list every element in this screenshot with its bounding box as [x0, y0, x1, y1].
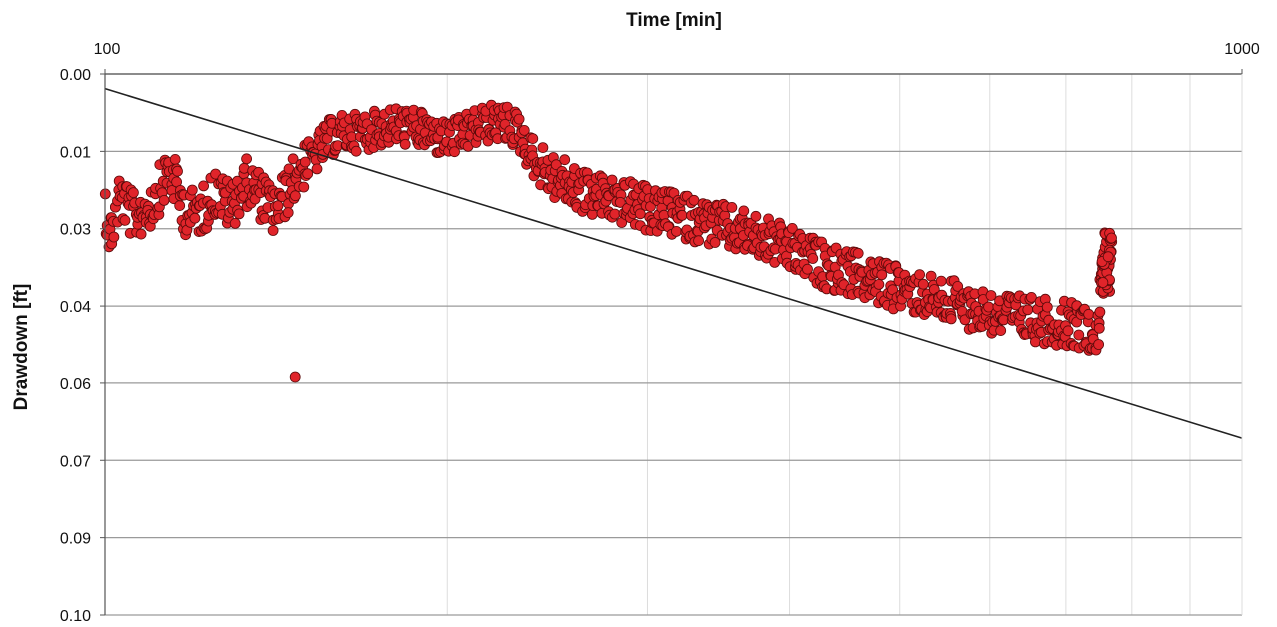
plot-frame [104, 73, 1243, 615]
data-point [108, 231, 120, 243]
data-point [233, 208, 245, 220]
x-tick-label: 100 [94, 41, 121, 58]
data-point [1073, 329, 1085, 341]
data-point [876, 269, 888, 281]
data-point [688, 194, 700, 206]
data-point [1102, 251, 1114, 263]
data-point [995, 325, 1007, 337]
data-point [299, 156, 311, 168]
data-point [945, 313, 957, 325]
data-point [399, 138, 411, 150]
data-point [1093, 322, 1105, 334]
data-point [537, 142, 549, 154]
data-point [174, 200, 186, 212]
data-point [693, 235, 704, 247]
x-axis-title: Time [min] [626, 10, 722, 31]
trend-line [104, 87, 1243, 439]
y-tick-label: 0.03 [60, 222, 91, 239]
y-tick-label: 0.10 [60, 608, 91, 625]
data-point [634, 208, 646, 220]
y-tick-label: 0.07 [60, 453, 91, 470]
data-point [158, 194, 170, 206]
tick-labels: 100 1000 0.00 0.01 0.03 0.04 0.06 0.07 0.09 0.10 [60, 41, 1260, 625]
data-point [189, 212, 201, 224]
data-point [289, 190, 301, 202]
data-point [1062, 325, 1074, 337]
data-point [873, 278, 885, 290]
data-point [135, 228, 147, 240]
data-point [287, 153, 299, 165]
data-point [527, 133, 539, 145]
data-point [852, 247, 864, 259]
data-point [559, 154, 571, 166]
data-point [350, 145, 362, 157]
data-point [1093, 339, 1104, 350]
data-point [726, 201, 738, 213]
data-point [513, 113, 525, 125]
data-point [302, 168, 314, 180]
data-point [1083, 308, 1095, 320]
data-point [449, 146, 460, 158]
data-point [298, 181, 310, 193]
data-point [518, 124, 530, 136]
data-point [169, 153, 181, 165]
data-point [786, 222, 798, 234]
data-points [99, 99, 1118, 383]
data-point [802, 263, 813, 275]
data-point [671, 225, 682, 237]
trend-line-group [104, 87, 1243, 439]
data-point [1026, 291, 1037, 303]
data-point [609, 208, 621, 220]
data-point [750, 210, 762, 222]
data-point [935, 275, 947, 287]
data-point [586, 208, 598, 220]
y-tick-label: 0.06 [60, 376, 91, 393]
data-point [229, 217, 241, 229]
data-point [952, 280, 964, 292]
data-point [127, 187, 139, 199]
data-point [738, 205, 750, 217]
data-point [925, 270, 937, 282]
data-point [917, 278, 929, 290]
data-point [186, 184, 198, 196]
y-tick-label: 0.01 [60, 144, 91, 161]
data-point [282, 207, 294, 219]
grid-lines [105, 73, 1242, 616]
data-point [198, 180, 210, 192]
data-point [311, 163, 323, 175]
data-point [267, 225, 279, 236]
data-point [241, 153, 253, 165]
y-axis-title: Drawdown [ft] [11, 284, 32, 411]
data-point [1041, 301, 1053, 313]
data-point [985, 290, 997, 301]
data-point [807, 253, 819, 264]
x-tick-label: 1000 [1224, 41, 1260, 58]
y-tick-label: 0.00 [60, 67, 91, 84]
data-point [1106, 232, 1117, 244]
data-point [172, 165, 183, 177]
data-point [676, 209, 688, 221]
data-point [614, 196, 626, 208]
data-point [1097, 277, 1109, 288]
data-point [119, 214, 131, 226]
y-tick-label: 0.04 [60, 299, 91, 316]
data-point [289, 371, 301, 383]
data-point [1022, 304, 1034, 316]
data-point [272, 200, 284, 212]
data-point [1094, 306, 1106, 318]
y-tick-label: 0.09 [60, 531, 91, 548]
data-point [914, 269, 925, 281]
data-point [709, 237, 721, 248]
